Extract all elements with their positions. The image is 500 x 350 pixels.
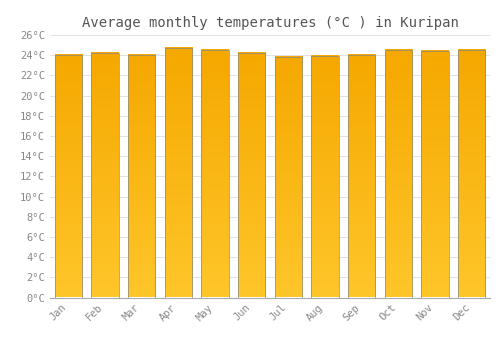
Bar bbox=[91, 53, 119, 298]
Bar bbox=[458, 50, 485, 298]
Bar bbox=[128, 55, 156, 298]
Bar bbox=[201, 50, 229, 298]
Title: Average monthly temperatures (°C ) in Kuripan: Average monthly temperatures (°C ) in Ku… bbox=[82, 16, 458, 30]
Bar bbox=[238, 53, 266, 298]
Bar bbox=[421, 51, 448, 298]
Bar bbox=[164, 48, 192, 298]
Bar bbox=[384, 50, 412, 298]
Bar bbox=[54, 55, 82, 298]
Bar bbox=[274, 57, 302, 298]
Bar bbox=[348, 55, 376, 298]
Bar bbox=[311, 56, 339, 298]
